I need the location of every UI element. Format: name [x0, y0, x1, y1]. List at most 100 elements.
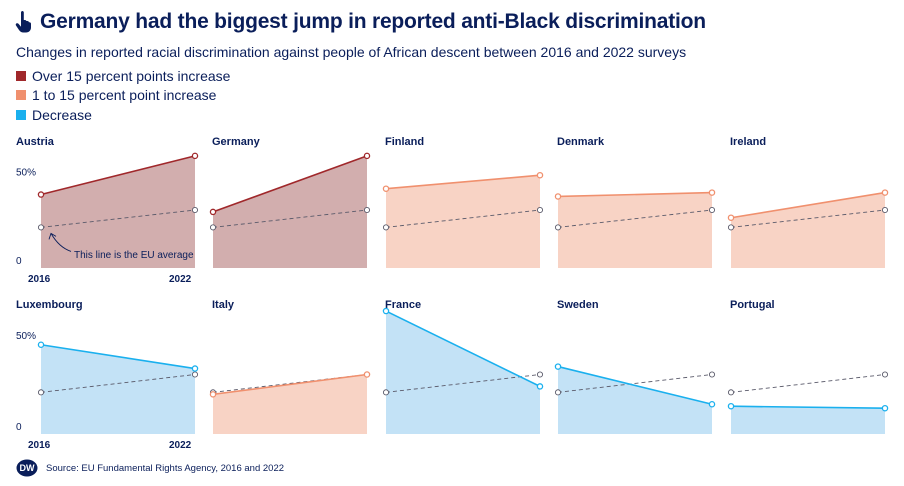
point-2022-sweden [708, 400, 716, 408]
legend-item-1-to-15: 1 to 15 percent point increase [16, 86, 230, 106]
legend: Over 15 percent points increase 1 to 15 … [16, 66, 230, 125]
series-line-denmark [557, 191, 713, 198]
legend-label-decrease: Decrease [32, 106, 92, 123]
area-portugal [731, 406, 885, 434]
area-luxembourg [41, 344, 195, 434]
x-tick-label-2022: 2022 [169, 440, 192, 451]
eu-average-line-denmark [557, 209, 713, 228]
legend-item-decrease: Decrease [16, 105, 230, 125]
eu-point-2022-denmark [708, 206, 716, 214]
point-2016-sweden [554, 363, 562, 370]
eu-average-line-germany [212, 209, 368, 228]
area-germany [213, 155, 367, 268]
y-tick-label: 50% [16, 167, 36, 178]
x-tick-label-2022: 2022 [169, 274, 192, 285]
panel-title-luxembourg: Luxembourg [16, 299, 83, 311]
series-line-luxembourg [40, 343, 196, 370]
area-sweden [558, 366, 712, 434]
y-tick-label: 0 [16, 422, 22, 433]
eu-point-2022-germany [363, 206, 371, 214]
eu-point-2022-sweden [708, 371, 716, 378]
eu-point-2016-austria [37, 224, 45, 231]
y-tick-label: 0 [16, 256, 22, 267]
eu-point-2016-germany [209, 224, 217, 231]
eu-point-2016-france [382, 389, 390, 396]
dw-logo-icon: DW [16, 459, 38, 477]
point-2022-portugal [881, 404, 889, 412]
legend-swatch-1-to-15 [16, 90, 26, 101]
title-row: Germany had the biggest jump in reported… [14, 10, 706, 34]
point-2016-germany [209, 208, 217, 216]
y-tick-label: 50% [16, 331, 36, 342]
panel-title-portugal: Portugal [730, 299, 775, 311]
series-line-austria [40, 155, 196, 196]
series-line-ireland [730, 191, 886, 219]
annotation-eu-average: This line is the EU average [74, 250, 194, 261]
eu-point-2022-luxembourg [191, 371, 199, 378]
eu-point-2022-france [536, 371, 544, 378]
eu-average-line-finland [385, 209, 541, 228]
series-line-france [385, 310, 541, 388]
point-2022-france [536, 383, 544, 390]
panel-title-austria: Austria [16, 136, 55, 148]
legend-swatch-over-15 [16, 70, 26, 81]
point-2022-germany [363, 152, 371, 160]
area-italy [213, 374, 367, 434]
point-2022-austria [191, 152, 199, 160]
eu-point-2016-portugal [727, 389, 735, 396]
point-2016-france [382, 307, 390, 315]
legend-swatch-decrease [16, 109, 26, 120]
point-2022-denmark [708, 189, 716, 196]
point-2016-finland [382, 185, 390, 192]
eu-average-line-luxembourg [40, 374, 196, 393]
panel-title-finland: Finland [385, 136, 424, 148]
series-line-sweden [557, 365, 713, 406]
eu-point-2022-ireland [881, 206, 889, 214]
point-2016-portugal [727, 402, 735, 410]
source-text: Source: EU Fundamental Rights Agency, 20… [46, 462, 285, 474]
eu-point-2022-portugal [881, 371, 889, 378]
point-2016-austria [37, 191, 45, 198]
eu-average-line-portugal [730, 374, 886, 393]
eu-point-2016-luxembourg [37, 389, 45, 396]
panel-title-ireland: Ireland [730, 136, 766, 148]
eu-point-2022-austria [191, 206, 199, 214]
point-2022-italy [363, 371, 371, 378]
chart-title: Germany had the biggest jump in reported… [40, 10, 706, 33]
series-line-finland [385, 174, 541, 190]
point-2022-luxembourg [191, 365, 199, 372]
point-2022-finland [536, 171, 544, 179]
area-finland [386, 175, 540, 268]
eu-average-line-sweden [557, 374, 713, 393]
point-2016-luxembourg [37, 341, 45, 348]
panel-title-denmark: Denmark [557, 136, 605, 148]
eu-point-2016-ireland [727, 224, 735, 231]
panel-title-sweden: Sweden [557, 299, 599, 311]
pointing-hand-icon [15, 11, 31, 33]
eu-average-line-ireland [730, 209, 886, 228]
area-ireland [731, 192, 885, 268]
annotation-arrow [50, 233, 72, 252]
panel-title-germany: Germany [212, 136, 261, 148]
point-2016-ireland [727, 214, 735, 221]
area-denmark [558, 192, 712, 268]
eu-point-2016-sweden [554, 389, 562, 396]
eu-average-line-austria [40, 209, 196, 228]
x-tick-label-2016: 2016 [28, 274, 51, 285]
annotation-arrowhead [48, 232, 57, 240]
footer: DW Source: EU Fundamental Rights Agency,… [16, 459, 284, 477]
series-line-italy [212, 373, 368, 396]
eu-average-line-france [385, 374, 541, 393]
eu-point-2022-finland [536, 206, 544, 214]
eu-point-2016-denmark [554, 224, 562, 231]
point-2016-denmark [554, 193, 562, 200]
area-france [386, 311, 540, 434]
chart-subtitle: Changes in reported racial discriminatio… [16, 44, 687, 60]
legend-item-over-15: Over 15 percent points increase [16, 66, 230, 86]
area-austria [41, 155, 195, 268]
panel-title-france: France [385, 299, 421, 311]
series-line-germany [212, 155, 368, 213]
eu-point-2016-finland [382, 224, 390, 231]
point-2022-ireland [881, 189, 889, 196]
